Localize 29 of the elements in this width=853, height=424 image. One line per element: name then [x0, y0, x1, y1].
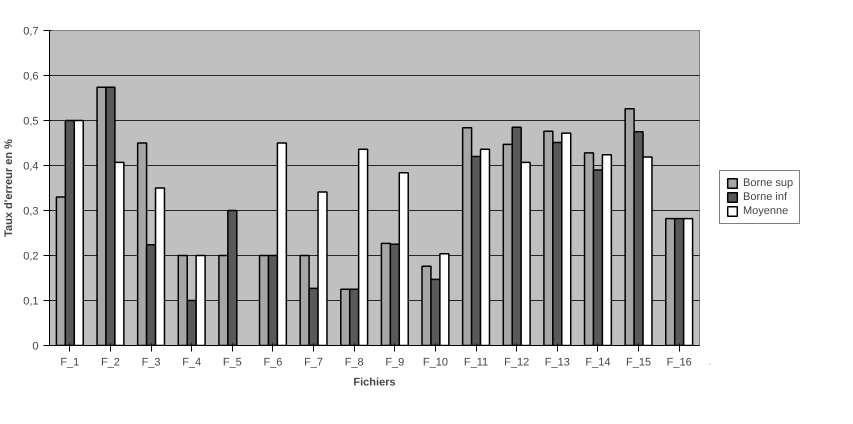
x-tick-label: F_5: [222, 356, 242, 368]
y-tick-label: 0,2: [23, 250, 39, 262]
x-tick-label: F_12: [504, 356, 530, 368]
y-tick-label: 0,3: [23, 206, 39, 218]
x-tick-label: F_13: [544, 356, 570, 368]
legend-label: Moyenne: [743, 205, 788, 217]
x-tick-label: F_1: [60, 356, 80, 368]
y-tick-label: 0,5: [23, 116, 39, 128]
y-tick-label: 0,1: [23, 296, 39, 308]
x-axis-title: Fichiers: [353, 376, 396, 388]
x-tick-label: F_9: [385, 356, 404, 368]
y-tick-label: 0: [32, 340, 39, 352]
x-tick-label: F_8: [344, 356, 364, 368]
x-tick-label: F_7: [304, 356, 324, 368]
x-tick-label: F_11: [464, 356, 488, 368]
y-tick-label: 0,7: [23, 26, 39, 38]
x-tick-label: F_6: [263, 356, 282, 368]
x-tick-label: F_2: [100, 356, 120, 368]
y-axis-title: Taux d'erreur en %: [3, 138, 16, 237]
x-tick-label: F_4: [182, 356, 202, 368]
y-tick-label: 0,6: [23, 70, 39, 82]
y-tick-label: 0,4: [23, 160, 39, 172]
x-tick-label: F_14: [585, 356, 610, 368]
x-tick-label: F_16: [666, 356, 692, 368]
x-tick-label: F_3: [142, 356, 161, 368]
legend-label: Borne inf: [743, 191, 788, 203]
x-tick-label: F_15: [626, 356, 652, 368]
legend-label: Borne sup: [743, 177, 794, 189]
x-tick-label: F_10: [422, 356, 448, 368]
